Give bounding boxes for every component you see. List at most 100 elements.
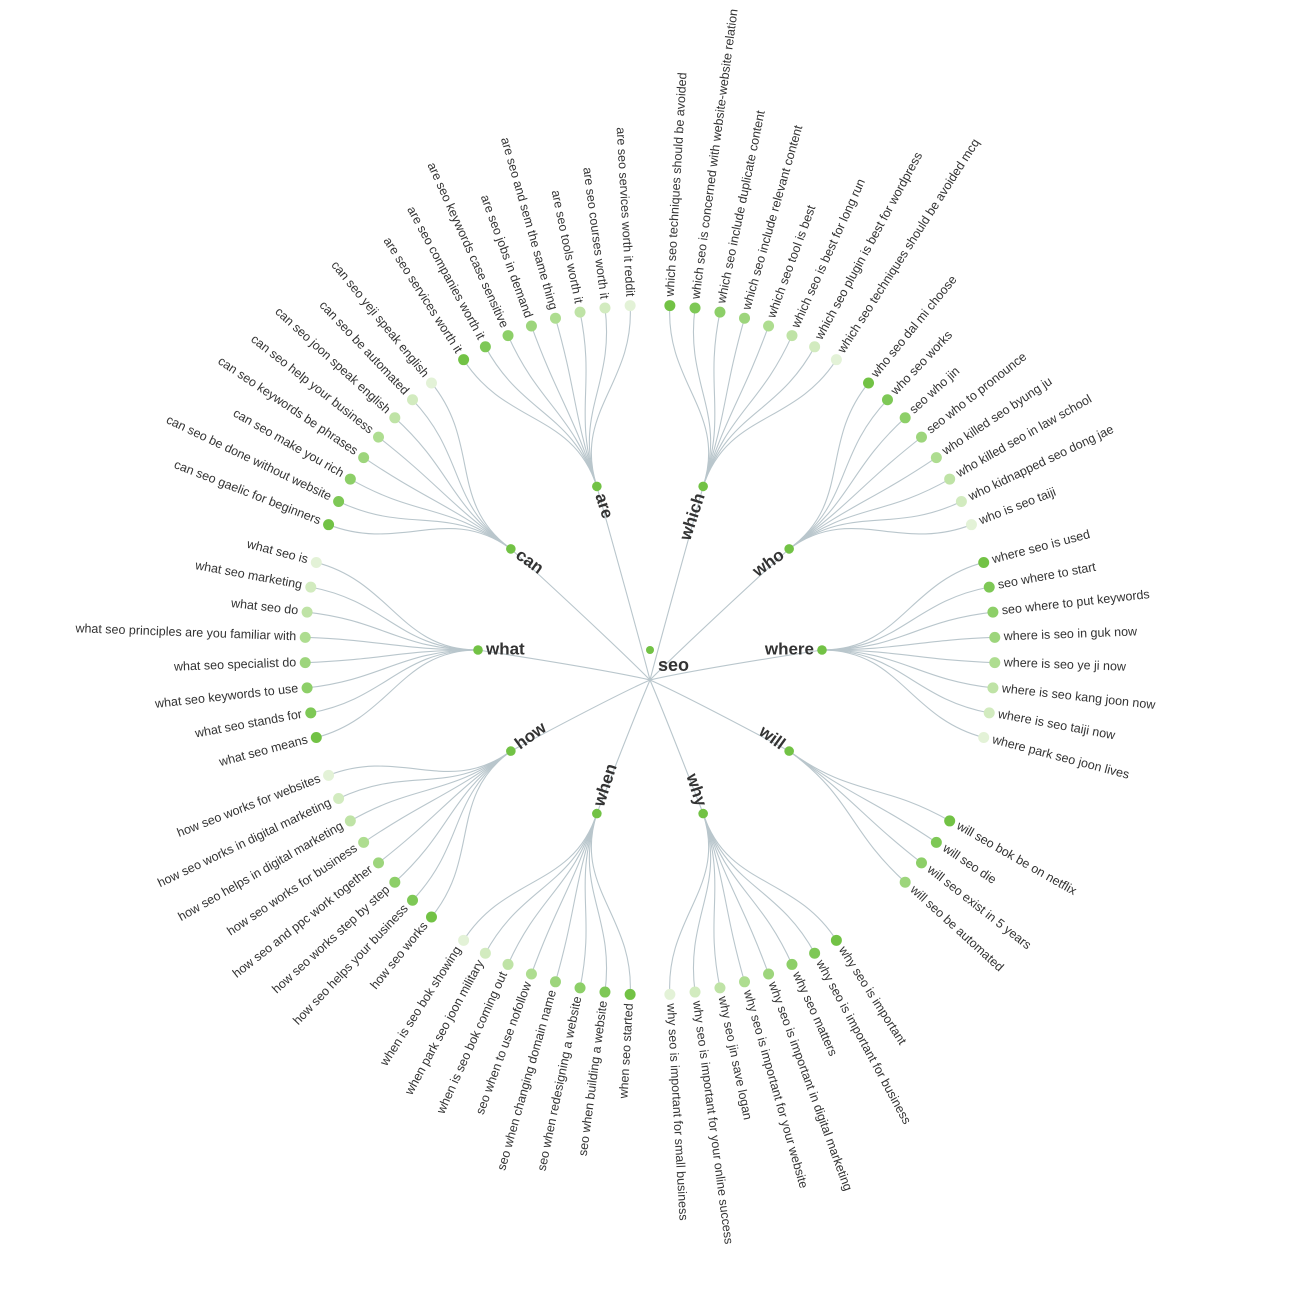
- leaf-edge: [788, 417, 906, 550]
- leaf-edge: [507, 335, 598, 487]
- leaf-edge: [669, 305, 710, 487]
- leaf-edge: [554, 813, 598, 982]
- leaf-node: [373, 857, 385, 869]
- leaf-node: [323, 519, 335, 531]
- leaf-edge: [310, 649, 479, 714]
- leaf-node: [899, 412, 911, 424]
- root-edge: [649, 486, 704, 681]
- leaf-edge: [702, 325, 770, 487]
- leaf-edge: [788, 750, 937, 843]
- leaf-node: [458, 354, 470, 366]
- leaf-edge: [463, 359, 598, 487]
- leaf-node: [987, 606, 999, 618]
- leaf-label: what seo specialist do: [173, 655, 297, 674]
- leaf-edge: [530, 813, 598, 975]
- leaf-edge: [412, 399, 512, 550]
- leaf-node: [930, 836, 942, 848]
- leaf-node: [301, 606, 313, 618]
- leaf-edge: [821, 649, 990, 714]
- leaf-node: [899, 876, 911, 888]
- leaf-node: [965, 519, 977, 531]
- leaf-edge: [821, 649, 995, 664]
- leaf-edge: [788, 382, 869, 550]
- leaf-node: [944, 815, 956, 827]
- leaf-node: [983, 581, 995, 593]
- leaf-node: [358, 836, 370, 848]
- leaf-node: [978, 732, 990, 744]
- leaf-node: [786, 330, 798, 342]
- root-edge: [649, 548, 790, 681]
- leaf-label: why seo is important for small business: [664, 1002, 691, 1221]
- leaf-node: [830, 354, 842, 366]
- leaf-label: seo when building a website: [576, 1000, 610, 1157]
- leaf-node: [305, 581, 317, 593]
- leaf-edge: [788, 500, 962, 550]
- leaf-edge: [579, 312, 598, 487]
- edges: [305, 305, 995, 995]
- leaf-node: [479, 341, 491, 353]
- leaf-edge: [363, 750, 512, 843]
- leaf-edge: [305, 636, 479, 651]
- leaf-node: [863, 377, 875, 389]
- leaf-edge: [788, 750, 906, 883]
- leaf-edge: [507, 813, 598, 965]
- leaf-edge: [821, 636, 995, 651]
- leaf-node: [373, 431, 385, 443]
- leaf-edge: [821, 649, 984, 739]
- leaf-edge: [788, 750, 950, 822]
- leaf-edge: [412, 750, 512, 901]
- leaf-edge: [590, 813, 631, 995]
- leaf-node: [389, 876, 401, 888]
- root-edge: [649, 679, 704, 814]
- leaf-node: [930, 452, 942, 464]
- leaf-edge: [307, 611, 479, 651]
- leaf-node: [333, 495, 345, 507]
- leaf-node: [344, 473, 356, 485]
- leaf-edge: [788, 436, 922, 550]
- leaf-node: [624, 300, 636, 312]
- leaf-edge: [702, 813, 746, 982]
- leaf-node: [358, 452, 370, 464]
- leaf-label: why seo is important for your website: [741, 987, 811, 1190]
- branch-label: who: [748, 545, 787, 581]
- branch-label: when: [589, 761, 621, 809]
- leaf-edge: [590, 305, 631, 487]
- branch-node: [592, 481, 602, 492]
- branch-node: [784, 544, 794, 554]
- leaf-label: what seo means: [217, 732, 310, 769]
- leaf-node: [989, 657, 1001, 669]
- leaf-edge: [821, 586, 990, 651]
- leaf-label: are seo services worth it reddit: [614, 127, 638, 298]
- leaf-edge: [702, 318, 746, 487]
- leaf-label: what seo marketing: [193, 558, 303, 592]
- leaf-edge: [338, 750, 512, 800]
- leaf-node: [599, 302, 611, 314]
- leaf-node: [574, 982, 586, 994]
- branch-node: [698, 481, 708, 492]
- leaf-edge: [702, 813, 816, 954]
- leaf-edge: [702, 346, 816, 487]
- leaf-node: [502, 958, 514, 970]
- root-edge: [596, 679, 651, 814]
- leaf-node: [978, 556, 990, 568]
- leaf-edge: [702, 813, 770, 975]
- leaf-edge: [310, 586, 479, 651]
- leaf-node: [763, 320, 775, 332]
- leaf-node: [574, 306, 586, 318]
- branch-node: [592, 808, 602, 819]
- leaf-node: [549, 976, 561, 988]
- branch-label: why: [682, 770, 711, 809]
- leaf-node: [664, 300, 676, 312]
- branch-node: [817, 645, 827, 655]
- leaf-edge: [788, 524, 972, 550]
- leaf-edge: [338, 500, 512, 550]
- branch-node: [698, 808, 708, 819]
- leaf-node: [915, 857, 927, 869]
- leaf-edge: [821, 611, 993, 651]
- branch-node: [506, 544, 516, 554]
- leaf-edge: [788, 478, 950, 550]
- leaf-edge: [378, 750, 512, 864]
- root-edge: [510, 679, 651, 752]
- leaf-node: [881, 394, 893, 406]
